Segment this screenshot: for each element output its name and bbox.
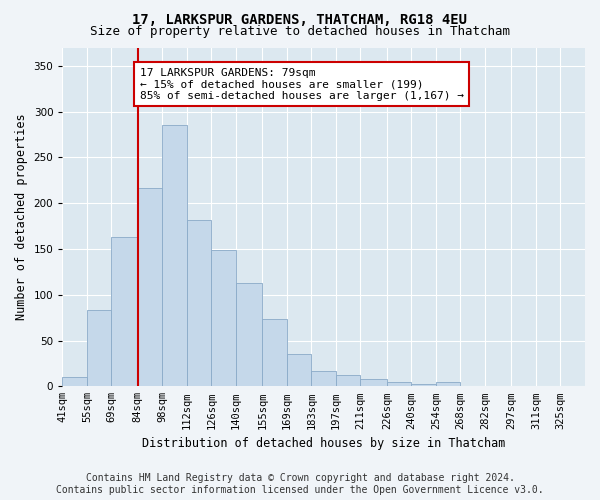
Bar — [236, 283, 262, 387]
Bar — [287, 354, 311, 386]
Bar — [262, 318, 287, 386]
Bar — [336, 376, 361, 386]
Y-axis label: Number of detached properties: Number of detached properties — [15, 114, 28, 320]
Text: 17, LARKSPUR GARDENS, THATCHAM, RG18 4EU: 17, LARKSPUR GARDENS, THATCHAM, RG18 4EU — [133, 12, 467, 26]
Bar — [62, 377, 87, 386]
Bar — [87, 310, 112, 386]
Bar — [138, 188, 163, 386]
Bar — [311, 370, 336, 386]
Bar — [361, 379, 387, 386]
Bar — [163, 126, 187, 386]
Text: Contains HM Land Registry data © Crown copyright and database right 2024.
Contai: Contains HM Land Registry data © Crown c… — [56, 474, 544, 495]
X-axis label: Distribution of detached houses by size in Thatcham: Distribution of detached houses by size … — [142, 437, 505, 450]
Text: 17 LARKSPUR GARDENS: 79sqm
← 15% of detached houses are smaller (199)
85% of sem: 17 LARKSPUR GARDENS: 79sqm ← 15% of deta… — [140, 68, 464, 101]
Bar — [387, 382, 412, 386]
Bar — [412, 384, 436, 386]
Bar — [187, 220, 211, 386]
Bar — [112, 237, 138, 386]
Bar — [211, 250, 236, 386]
Text: Size of property relative to detached houses in Thatcham: Size of property relative to detached ho… — [90, 25, 510, 38]
Bar — [436, 382, 460, 386]
